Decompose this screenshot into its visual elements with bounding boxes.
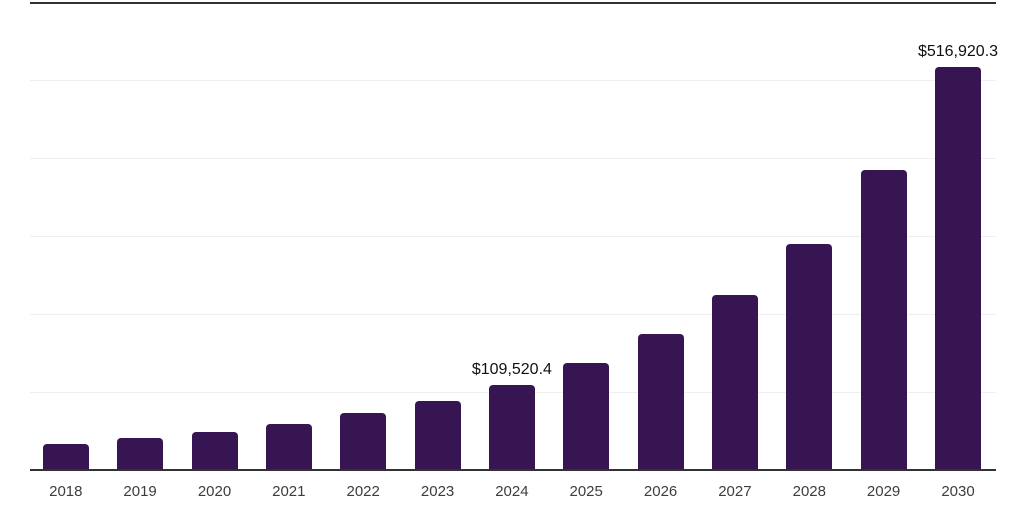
bar-2020 — [191, 431, 238, 470]
x-axis-tick-label-2019: 2019 — [123, 483, 157, 500]
bar-2019 — [117, 438, 164, 470]
bar-2027 — [711, 295, 758, 470]
x-axis-tick-label-2023: 2023 — [420, 483, 455, 500]
bar-2029 — [860, 169, 907, 470]
gridline — [30, 158, 996, 159]
bar-2028 — [786, 244, 833, 470]
x-axis-tick-label-2029: 2029 — [866, 483, 901, 500]
x-axis-tick-label-2026: 2026 — [643, 483, 678, 500]
bar-2018 — [42, 443, 89, 470]
x-axis-line — [30, 469, 996, 471]
bar-2022 — [340, 413, 387, 470]
x-axis-tick-label-2027: 2027 — [718, 483, 752, 500]
gridline — [30, 236, 996, 237]
bar-2021 — [265, 424, 312, 470]
bar-2026 — [637, 334, 684, 470]
x-axis-tick-label-2024: 2024 — [495, 483, 529, 500]
x-axis-tick-label-2022: 2022 — [346, 483, 380, 500]
x-axis-tick-label-2021: 2021 — [272, 483, 306, 500]
x-axis-tick-label-2028: 2028 — [792, 483, 826, 500]
bar-2030 — [935, 66, 981, 470]
bar-2023 — [414, 401, 461, 470]
bar-value-label-2030: $516,920.3 — [917, 42, 999, 60]
gridline — [30, 314, 996, 315]
gridline — [30, 80, 996, 81]
x-axis-tick-label-2025: 2025 — [569, 483, 603, 500]
x-axis-tick-label-2020: 2020 — [197, 483, 232, 500]
bar-2024 — [488, 384, 535, 470]
plot-top-border-line — [30, 2, 996, 4]
bar-value-label-2024: $109,520.4 — [471, 360, 552, 378]
x-axis-tick-label-2030: 2030 — [941, 483, 975, 500]
bar-2025 — [563, 362, 610, 470]
x-axis-tick-label-2018: 2018 — [49, 483, 83, 500]
